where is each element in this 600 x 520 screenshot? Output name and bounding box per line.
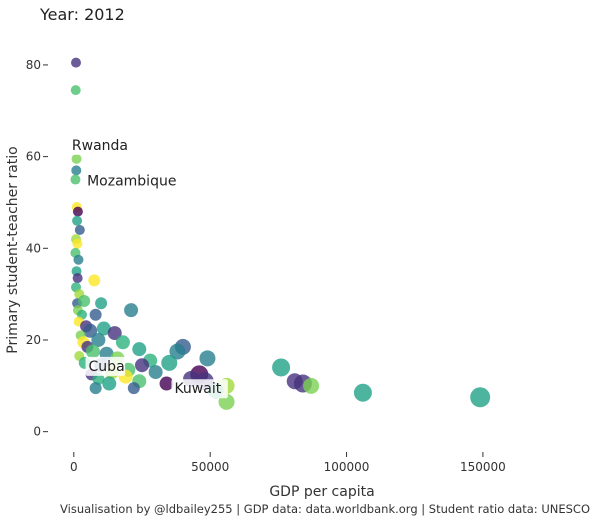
annotation-box bbox=[85, 356, 126, 376]
y-axis-title: Primary student-teacher ratio bbox=[5, 146, 21, 353]
data-point bbox=[127, 382, 140, 395]
y-tick-label: 40 bbox=[26, 241, 41, 255]
data-point bbox=[70, 85, 81, 96]
data-point bbox=[71, 57, 81, 68]
data-point bbox=[303, 377, 320, 394]
data-points bbox=[70, 57, 491, 410]
data-point bbox=[148, 365, 163, 380]
annotation-label: Cuba bbox=[89, 359, 125, 375]
annotation-box bbox=[171, 379, 228, 399]
x-tick-label: 100000 bbox=[324, 460, 370, 474]
data-point bbox=[102, 376, 117, 391]
data-point bbox=[72, 273, 83, 284]
data-point bbox=[199, 350, 216, 367]
data-point bbox=[161, 354, 178, 371]
data-point bbox=[92, 372, 105, 385]
data-point bbox=[85, 344, 100, 359]
y-tick-label: 0 bbox=[33, 425, 41, 439]
data-point bbox=[72, 206, 83, 217]
data-point bbox=[91, 332, 106, 347]
data-point bbox=[169, 343, 186, 360]
x-tick-label: 50000 bbox=[191, 460, 229, 474]
data-point bbox=[353, 383, 372, 402]
data-point bbox=[72, 238, 83, 249]
y-tick-label: 60 bbox=[26, 150, 41, 164]
y-tick-label: 80 bbox=[26, 58, 41, 72]
chart-caption: Visualisation by @ldbailey255 | GDP data… bbox=[60, 502, 590, 516]
data-point bbox=[72, 215, 83, 226]
y-axis: 0 20 40 60 80 bbox=[26, 58, 48, 439]
data-point bbox=[88, 274, 101, 287]
x-tick-label: 0 bbox=[70, 460, 78, 474]
data-point bbox=[74, 224, 85, 235]
data-point bbox=[71, 153, 82, 164]
annotation-label: Rwanda bbox=[72, 138, 128, 154]
data-point bbox=[124, 303, 139, 318]
annotation-label: Mozambique bbox=[87, 174, 176, 190]
y-tick-label: 20 bbox=[26, 333, 41, 347]
data-point bbox=[107, 326, 122, 341]
annotations: Rwanda Mozambique Cuba Kuwait bbox=[68, 135, 228, 399]
data-point bbox=[95, 297, 108, 310]
data-point bbox=[159, 376, 174, 391]
x-axis: 0 50000 100000 150000 bbox=[70, 452, 506, 474]
annotation-label: Kuwait bbox=[174, 381, 221, 397]
data-point bbox=[73, 254, 84, 265]
data-point bbox=[70, 174, 81, 185]
data-point bbox=[83, 323, 98, 338]
annotation-box bbox=[84, 171, 175, 191]
data-point bbox=[135, 358, 149, 373]
data-point bbox=[272, 358, 291, 377]
x-axis-title: GDP per capita bbox=[269, 484, 374, 500]
data-point bbox=[78, 295, 91, 308]
data-point bbox=[96, 321, 111, 336]
data-point bbox=[89, 308, 102, 321]
annotation-box bbox=[68, 135, 126, 155]
chart-title: Year: 2012 bbox=[39, 5, 125, 24]
data-point bbox=[71, 165, 82, 176]
data-point bbox=[89, 382, 102, 395]
data-point bbox=[470, 387, 491, 408]
x-tick-label: 150000 bbox=[460, 460, 506, 474]
data-point bbox=[115, 335, 130, 350]
data-point bbox=[132, 342, 147, 357]
